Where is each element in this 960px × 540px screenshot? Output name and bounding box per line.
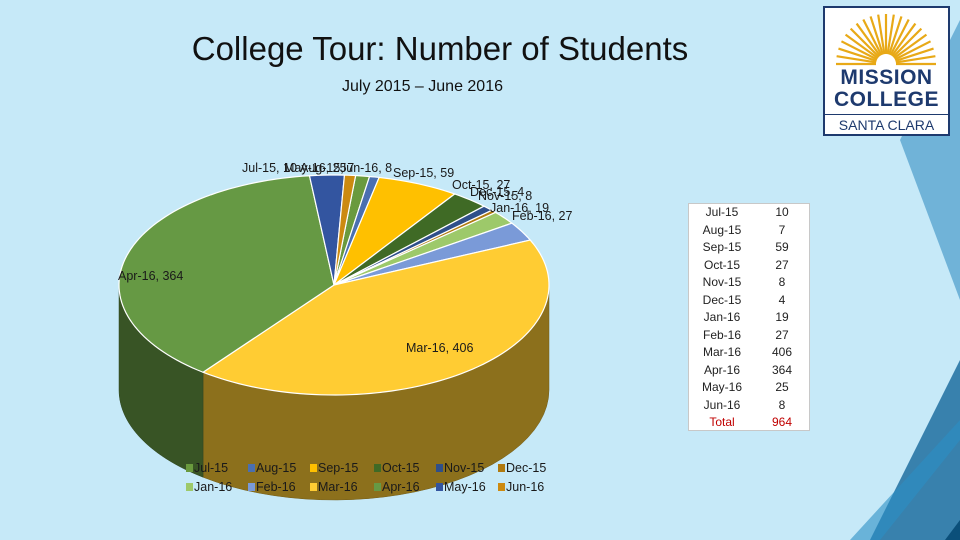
- pie-slice-Mar-16: [201, 239, 550, 396]
- table-month: Apr-16: [703, 362, 741, 377]
- table-row: Sep-15 59: [689, 239, 809, 257]
- data-label-Aug-15: Aug-15, 7: [300, 161, 354, 175]
- legend-swatch-Mar-16: [310, 483, 317, 491]
- legend-label-Jun-16: Jun-16: [506, 480, 544, 494]
- legend-label-Jul-15: Jul-15: [194, 461, 228, 475]
- table-total-label: Total: [709, 415, 735, 429]
- legend-swatch-Jan-16: [186, 483, 193, 491]
- table-value: 10: [775, 205, 789, 219]
- legend-label-Jan-16: Jan-16: [194, 480, 232, 494]
- table-row: Aug-15 7: [689, 222, 809, 240]
- pie-slice-Oct-15: [333, 193, 486, 286]
- data-label-Apr-16: Apr-16, 364: [118, 269, 183, 283]
- table-month: May-16: [701, 380, 742, 394]
- legend-label-Aug-15: Aug-15: [256, 461, 296, 475]
- table-month: Feb-16: [702, 327, 742, 342]
- logo-line-2: COLLEGE: [833, 88, 939, 111]
- legend-label-Apr-16: Apr-16: [382, 480, 420, 494]
- legend-swatch-Nov-15: [436, 464, 443, 472]
- legend-swatch-Jul-15: [186, 464, 193, 472]
- pie-slice-Feb-16: [333, 222, 532, 286]
- data-label-Jan-16: Jan-16, 19: [490, 201, 549, 215]
- page-title: College Tour: Number of Students: [191, 30, 689, 67]
- table-value: 364: [771, 362, 793, 377]
- table-row: Nov-15 8: [689, 274, 809, 292]
- college-logo: MISSION COLLEGE SANTA CLARA: [823, 6, 950, 136]
- legend-label-Mar-16: Mar-16: [318, 480, 358, 494]
- table-month: Nov-15: [702, 275, 742, 289]
- table-total-row: Total 964: [689, 414, 809, 432]
- data-label-May-16: May-16, 25: [284, 161, 347, 175]
- pie-slice-Sep-15: [332, 176, 456, 287]
- data-label-Dec-15: Dec-15, 4: [470, 185, 524, 199]
- table-value: 27: [775, 257, 789, 272]
- data-label-Nov-15: Nov-15, 8: [478, 189, 532, 203]
- table-value: 4: [778, 292, 786, 307]
- table-row: Mar-16 406: [689, 344, 809, 362]
- table-row: Dec-15 4: [689, 292, 809, 310]
- table-value: 8: [778, 275, 786, 289]
- table-row: Jul-15 10: [689, 204, 809, 222]
- data-label-Mar-16: Mar-16, 406: [406, 341, 473, 355]
- data-label-Jun-16: Jun-16, 8: [340, 161, 392, 175]
- table-value: 406: [771, 345, 793, 359]
- legend-swatch-Dec-15: [498, 464, 505, 472]
- table-month: Jun-16: [703, 397, 741, 412]
- logo-line-1: MISSION: [840, 66, 933, 89]
- table-month: Oct-15: [703, 257, 740, 272]
- table-value: 7: [778, 222, 786, 237]
- table-month: Jan-16: [703, 310, 741, 324]
- data-label-Jul-15: Jul-15, 10: [242, 161, 297, 175]
- pie-slice-May-16: [308, 174, 346, 286]
- data-table: Jul-15 10 Aug-15 7 Sep-15 59 Oct-15 27 Nov-15 8 De…: [688, 203, 810, 431]
- legend-label-Dec-15: Dec-15: [506, 461, 546, 475]
- legend-label-May-16: May-16: [444, 480, 486, 494]
- legend-label-Nov-15: Nov-15: [444, 461, 484, 475]
- table-month: Jul-15: [705, 205, 739, 219]
- legend-label-Feb-16: Feb-16: [256, 480, 296, 494]
- sunburst-icon: [836, 14, 936, 66]
- table-value: 8: [778, 397, 786, 412]
- legend-swatch-Oct-15: [374, 464, 381, 472]
- data-label-Feb-16: Feb-16, 27: [512, 209, 573, 223]
- legend-label-Sep-15: Sep-15: [318, 461, 358, 475]
- table-total-value: 964: [771, 415, 793, 429]
- table-value: 25: [775, 380, 789, 394]
- legend-swatch-Sep-15: [310, 464, 317, 472]
- legend-swatch-Aug-15: [248, 464, 255, 472]
- table-row: Feb-16 27: [689, 327, 809, 345]
- data-label-Oct-15: Oct-15, 27: [452, 178, 510, 192]
- table-month: Dec-15: [702, 292, 742, 307]
- legend-swatch-May-16: [436, 483, 443, 491]
- table-month: Mar-16: [702, 345, 741, 359]
- table-row: Jun-16 8: [689, 397, 809, 415]
- table-value: 27: [775, 327, 789, 342]
- legend-swatch-Feb-16: [248, 483, 255, 491]
- table-value: 59: [775, 240, 789, 254]
- page-subtitle: July 2015 – June 2016: [341, 78, 503, 95]
- legend-swatch-Jun-16: [498, 483, 505, 491]
- pie-slice-Apr-16: [118, 175, 335, 373]
- table-row: Apr-16 364: [689, 362, 809, 380]
- logo-line-3: SANTA CLARA: [825, 114, 948, 133]
- data-label-Sep-15: Sep-15, 59: [393, 166, 454, 180]
- pie-slice-Jun-16: [333, 174, 357, 286]
- table-month: Aug-15: [702, 222, 742, 237]
- legend-label-Oct-15: Oct-15: [382, 461, 420, 475]
- table-row: Jan-16 19: [689, 309, 809, 327]
- legend-swatch-Apr-16: [374, 483, 381, 491]
- table-month: Sep-15: [702, 240, 742, 254]
- table-row: May-16 25: [689, 379, 809, 397]
- table-value: 19: [775, 310, 789, 324]
- table-row: Oct-15 27: [689, 257, 809, 275]
